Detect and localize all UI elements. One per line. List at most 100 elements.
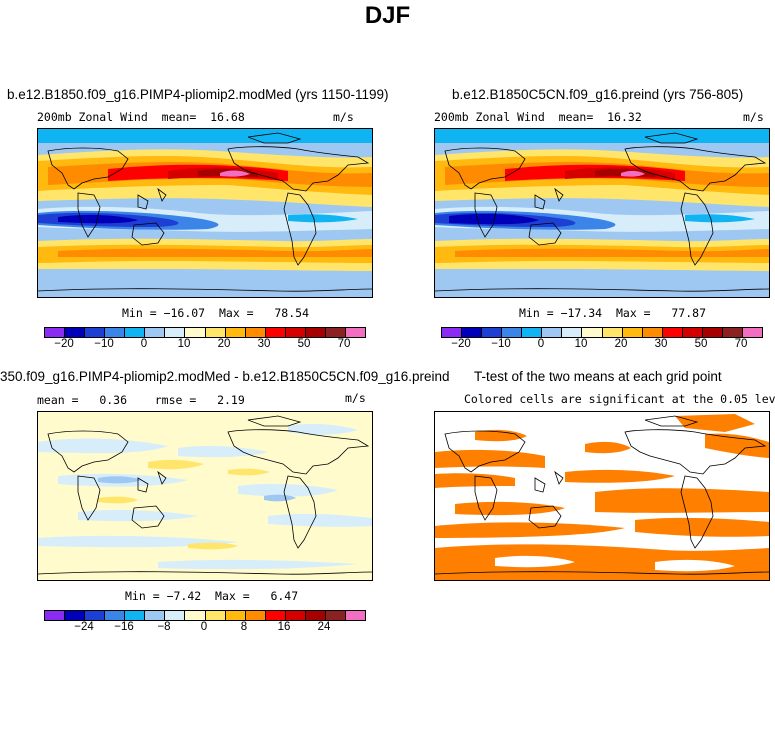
colorbar-swatch: [105, 328, 126, 337]
panel-1-max-label: Max =: [218, 306, 254, 320]
colorbar-swatch: [125, 328, 146, 337]
panel-3-map: [37, 411, 373, 581]
colorbar-swatch: [442, 328, 463, 337]
colorbar-swatch: [622, 328, 643, 337]
panel-3-minmax: Min = −7.42 Max = 6.47: [125, 589, 298, 603]
colorbar-tick-label: 16: [277, 621, 291, 633]
colorbar-tick-label: 30: [257, 338, 271, 350]
colorbar-tick-label: 0: [537, 338, 545, 350]
panel-2-var-name: 200mb Zonal Wind: [434, 110, 545, 124]
panel-3-mean-value: 0.36: [99, 393, 128, 407]
colorbar-swatch: [245, 611, 266, 620]
panel-2-minmax: Min = −17.34 Max = 77.87: [519, 306, 706, 320]
colorbar-tick-label: −10: [491, 338, 511, 350]
panel-1-variable: 200mb Zonal Wind mean= 16.68: [37, 110, 245, 124]
panel-1-max-value: 78.54: [274, 306, 309, 320]
panel-3-stats: mean = 0.36 rmse = 2.19: [37, 393, 245, 407]
colorbar-tick-label: 10: [177, 338, 191, 350]
panel-1-title: b.e12.B1850.f09_g16.PIMP4-pliomip2.modMe…: [7, 87, 389, 102]
colorbar-swatch: [265, 328, 286, 337]
panel-1-colorbar-ticks: −20 −10 0 10 20 30 50 70: [44, 338, 364, 352]
panel-3-colorbar-ticks: −24 −16 −8 0 8 16 24: [44, 621, 364, 635]
colorbar-tick-label: 70: [337, 338, 351, 350]
colorbar-swatch: [125, 611, 146, 620]
panel-2-colorbar: [441, 327, 763, 338]
panel-3-max-label: Max =: [215, 589, 250, 603]
colorbar-tick-label: 70: [734, 338, 748, 350]
colorbar-swatch: [722, 328, 743, 337]
panel-2-units: m/s: [743, 110, 764, 124]
panel-1-map: [37, 128, 373, 298]
colorbar-tick-label: −20: [54, 338, 74, 350]
panel-2-min-value: −17.34: [560, 306, 603, 320]
colorbar-tick-label: 0: [140, 338, 148, 350]
colorbar-swatch: [265, 611, 286, 620]
panel-2-mean-value: 16.32: [607, 110, 642, 124]
colorbar-tick-label: −10: [94, 338, 114, 350]
colorbar-swatch: [245, 328, 266, 337]
colorbar-tick-label: −20: [451, 338, 471, 350]
colorbar-swatch: [205, 611, 226, 620]
colorbar-swatch: [602, 328, 623, 337]
colorbar-swatch: [682, 328, 703, 337]
panel-3-rmse-value: 2.19: [217, 393, 245, 407]
colorbar-swatch: [522, 328, 543, 337]
colorbar-swatch: [702, 328, 723, 337]
panel-1-mean-value: 16.68: [210, 110, 245, 124]
panel-4-map: [434, 411, 770, 581]
colorbar-tick-label: 8: [240, 621, 248, 633]
panel-3-colorbar: [44, 610, 366, 621]
colorbar-swatch: [502, 328, 523, 337]
colorbar-swatch: [165, 611, 186, 620]
colorbar-tick-label: −24: [74, 621, 94, 633]
panel-2-max-label: Max =: [615, 306, 651, 320]
panel-3-title: 350.f09_g16.PIMP4-pliomip2.modMed - b.e1…: [0, 369, 450, 384]
colorbar-swatch: [225, 328, 246, 337]
colorbar-tick-label: 10: [574, 338, 588, 350]
colorbar-swatch: [185, 611, 206, 620]
colorbar-tick-label: −16: [114, 621, 134, 633]
panel-3-rmse-label: rmse =: [154, 393, 197, 407]
colorbar-swatch: [542, 328, 563, 337]
colorbar-tick-label: 20: [614, 338, 628, 350]
colorbar-tick-label: 30: [654, 338, 668, 350]
panel-2-variable: 200mb Zonal Wind mean= 16.32: [434, 110, 642, 124]
colorbar-swatch: [145, 328, 166, 337]
colorbar-tick-label: 50: [694, 338, 708, 350]
colorbar-swatch: [85, 611, 106, 620]
panel-2-mean-label: mean=: [558, 110, 594, 124]
panel-2-map: [434, 128, 770, 298]
panel-3-max-value: 6.47: [270, 589, 299, 603]
panel-3-min-label: Min =: [125, 589, 160, 603]
colorbar-tick-label: 24: [317, 621, 331, 633]
colorbar-swatch: [285, 328, 306, 337]
panel-3-units: m/s: [345, 391, 366, 405]
colorbar-tick-label: 20: [217, 338, 231, 350]
colorbar-swatch: [325, 328, 346, 337]
colorbar-swatch: [165, 328, 186, 337]
colorbar-swatch: [225, 611, 246, 620]
panel-1-units: m/s: [333, 110, 354, 124]
colorbar-swatch: [85, 328, 106, 337]
colorbar-swatch: [325, 611, 346, 620]
colorbar-swatch: [562, 328, 583, 337]
colorbar-swatch: [582, 328, 603, 337]
colorbar-swatch: [305, 611, 326, 620]
panel-1-var-name: 200mb Zonal Wind: [37, 110, 148, 124]
panel-2-max-value: 77.87: [671, 306, 706, 320]
panel-1-min-value: −16.07: [163, 306, 206, 320]
panel-2-min-label: Min =: [519, 306, 554, 320]
colorbar-tick-label: 50: [297, 338, 311, 350]
colorbar-swatch: [742, 328, 762, 337]
panel-4-title: T-test of the two means at each grid poi…: [474, 369, 722, 384]
colorbar-swatch: [285, 611, 306, 620]
colorbar-swatch: [462, 328, 483, 337]
colorbar-tick-label: 0: [200, 621, 208, 633]
panel-2-colorbar-ticks: −20 −10 0 10 20 30 50 70: [441, 338, 761, 352]
colorbar-swatch: [482, 328, 503, 337]
colorbar-swatch: [145, 611, 166, 620]
colorbar-swatch: [205, 328, 226, 337]
panel-4-subtitle: Colored cells are significant at the 0.0…: [464, 392, 775, 406]
colorbar-swatch: [305, 328, 326, 337]
colorbar-swatch: [345, 611, 365, 620]
